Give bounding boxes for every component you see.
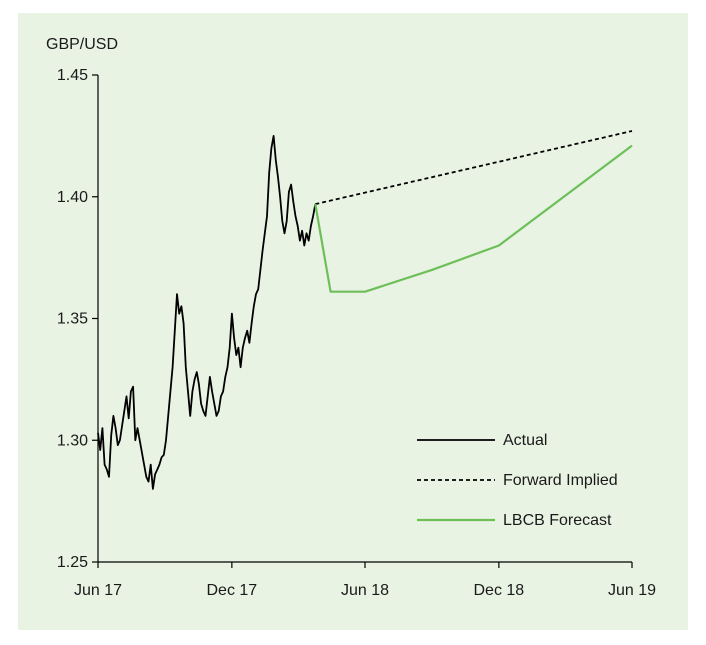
series-line-actual — [97, 134, 317, 490]
axes: 1.25 1.30 1.35 1.40 1.45 Jun 17 Dec 17 Jun 18 De… — [57, 67, 656, 599]
legend-label: Forward Implied — [503, 472, 618, 489]
series-line-forward-implied — [315, 130, 633, 205]
x-tick-label: Dec 18 — [474, 582, 525, 599]
y-tick-label: 1.45 — [57, 67, 88, 84]
series-line-lbcb-forecast — [314, 144, 633, 293]
x-tick-label: Dec 17 — [207, 582, 258, 599]
x-tick-label: Jun 17 — [74, 582, 122, 599]
legend-label: Actual — [503, 432, 547, 449]
chart-background — [18, 13, 688, 630]
y-axis-label: GBP/USD — [46, 36, 118, 53]
legend: Actual Forward Implied LBCB Forecast — [417, 432, 618, 529]
x-tick-label: Jun 18 — [341, 582, 389, 599]
x-tick-label: Jun 19 — [608, 582, 656, 599]
series-layer — [97, 130, 633, 490]
y-tick-label: 1.40 — [57, 189, 88, 206]
y-tick-label: 1.30 — [57, 432, 88, 449]
y-tick-label: 1.35 — [57, 311, 88, 328]
legend-label: LBCB Forecast — [503, 512, 612, 529]
y-tick-label: 1.25 — [57, 554, 88, 571]
